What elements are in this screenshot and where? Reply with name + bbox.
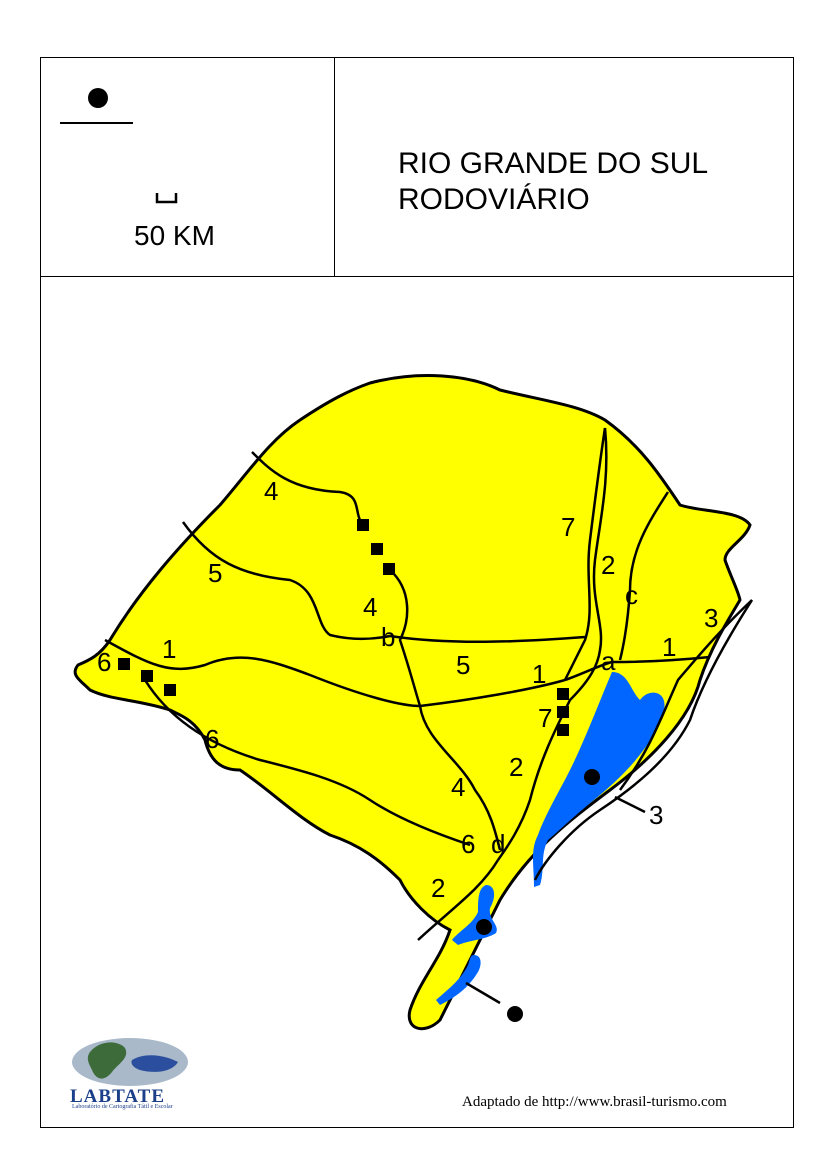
road-7-north [563, 427, 607, 681]
marker-4a [357, 519, 369, 531]
label-road-2-b: 2 [509, 752, 523, 782]
road-3-tick [614, 795, 646, 814]
scale-bar-icon [155, 193, 178, 204]
marker-6b [141, 670, 153, 682]
city-rio-grande-icon [507, 1006, 523, 1022]
label-road-5-a: 5 [208, 558, 222, 588]
label-road-4-b: 4 [363, 592, 377, 622]
labtate-globe-icon [72, 1038, 188, 1086]
scale-label: 50 KM [134, 220, 215, 251]
label-road-6-b: 6 [205, 724, 219, 754]
road-1-main [104, 638, 711, 708]
label-road-3-b: 3 [649, 800, 663, 830]
header-divider [40, 276, 794, 277]
label-road-2-c: 2 [431, 873, 445, 903]
marker-7a [557, 688, 569, 700]
label-road-6-a: 6 [97, 647, 111, 677]
label-point-b: b [381, 622, 395, 652]
marker-4b [371, 543, 383, 555]
label-road-1-b: 1 [532, 659, 546, 689]
label-road-6-c: 6 [461, 829, 475, 859]
road-5-west [181, 521, 391, 641]
road-4-north [251, 451, 362, 521]
label-road-4-c: 4 [451, 772, 465, 802]
road-3-northeast [618, 599, 753, 791]
labtate-logo-subtitle: Laboratório de Cartografia Tátil e Escol… [72, 1104, 173, 1110]
marker-6a [118, 658, 130, 670]
labtate-logo-text: LABTATE [70, 1086, 165, 1107]
label-road-7-b: 7 [538, 703, 552, 733]
road-south-tick [465, 981, 501, 1005]
road-network [104, 427, 754, 1005]
label-road-4-a: 4 [264, 476, 278, 506]
legend-divider [334, 57, 335, 277]
label-road-1-a: 1 [162, 634, 176, 664]
state-territory [73, 374, 752, 1031]
title-line-2: RODOVIÁRIO [398, 183, 590, 216]
road-2-south [417, 859, 500, 941]
lagoa-mangueira [436, 955, 481, 1005]
city-pelotas-icon [476, 919, 492, 935]
map-frame [40, 57, 794, 1128]
label-road-7-a: 7 [561, 512, 575, 542]
road-5-east [389, 634, 586, 643]
label-point-d: d [491, 829, 505, 859]
label-point-c: c [625, 580, 638, 610]
marker-4c [383, 563, 395, 575]
label-road-2-a: 2 [601, 550, 615, 580]
road-2-north [496, 427, 608, 861]
road-3-coast [533, 599, 754, 881]
city-porto-alegre-icon [584, 769, 600, 785]
marker-6c [164, 684, 176, 696]
road-c-northeast [618, 491, 670, 661]
label-point-a: a [601, 646, 616, 676]
marker-7c [557, 724, 569, 736]
marker-7b [557, 706, 569, 718]
road-6-west [143, 679, 471, 847]
source-credit: Adaptado de http://www.brasil-turismo.co… [462, 1094, 727, 1110]
map-title: RIO GRANDE DO SUL RODOVIÁRIO [398, 146, 708, 218]
label-road-1-c: 1 [662, 632, 676, 662]
map-labels: 4 5 4 b 6 1 5 1 7 2 c 3 a 1 7 6 2 4 6 d … [97, 476, 718, 903]
label-road-5-b: 5 [456, 650, 470, 680]
title-line-1: RIO GRANDE DO SUL [398, 147, 709, 180]
highway-markers [118, 519, 569, 736]
city-symbol-icon [88, 88, 108, 108]
label-road-3-a: 3 [704, 603, 718, 633]
